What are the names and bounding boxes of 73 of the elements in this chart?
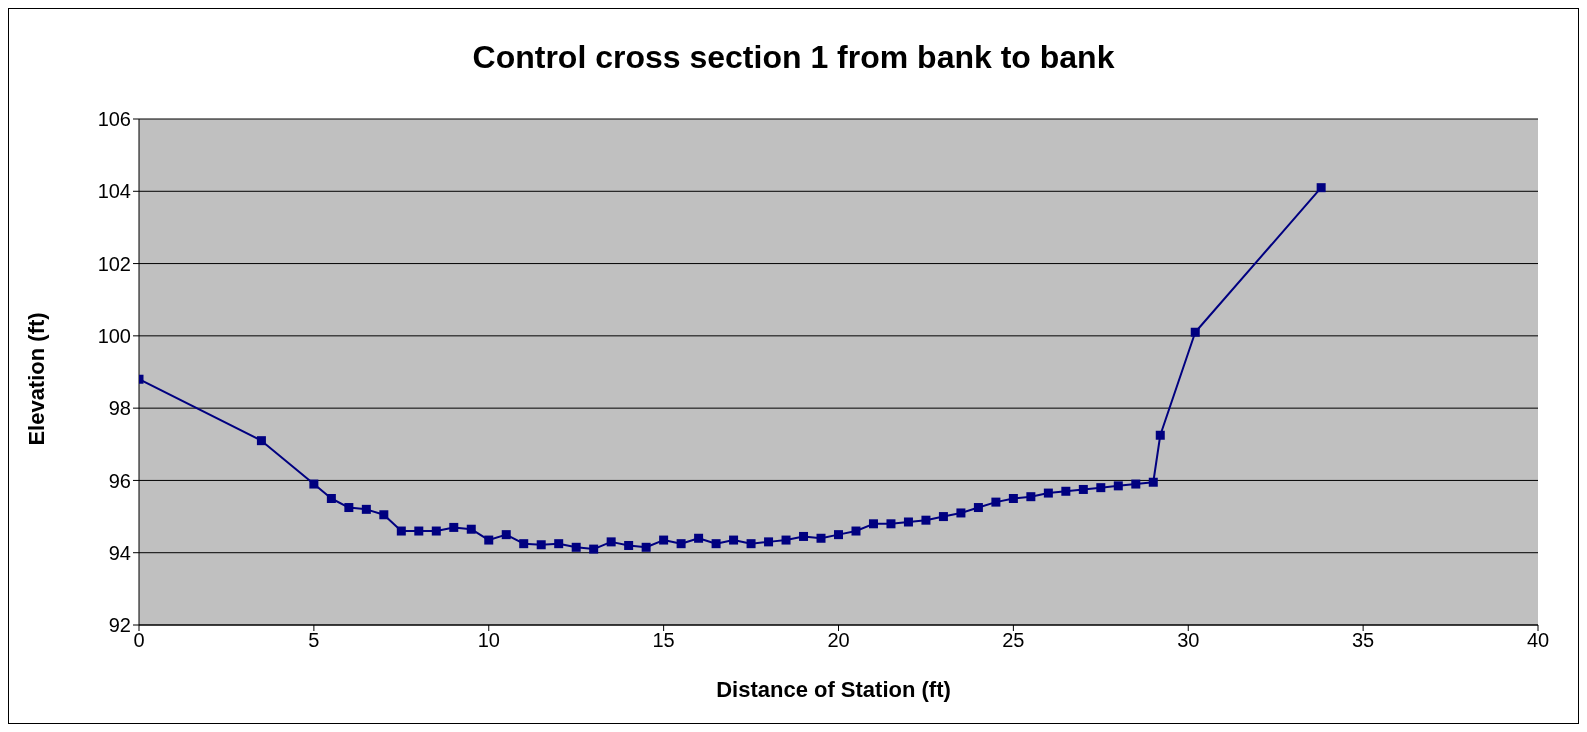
- point: [851, 526, 861, 536]
- x-tick-label: 15: [652, 629, 675, 652]
- point: [606, 537, 616, 547]
- point: [799, 531, 809, 541]
- point: [414, 526, 424, 536]
- point: [501, 530, 511, 540]
- y-tick-label: 104: [97, 180, 131, 203]
- point: [326, 494, 336, 503]
- point: [694, 533, 704, 543]
- x-tick-label: 20: [827, 629, 850, 652]
- point: [1008, 494, 1018, 503]
- y-tick-label: 94: [108, 541, 131, 564]
- point: [746, 539, 756, 549]
- point: [571, 542, 581, 552]
- point: [1061, 486, 1071, 496]
- x-tick-label: 25: [1002, 629, 1025, 652]
- y-tick-label: 96: [108, 469, 131, 492]
- point: [641, 542, 651, 552]
- point: [764, 537, 774, 547]
- point: [309, 479, 319, 489]
- point: [1078, 484, 1088, 494]
- x-tick-label: 30: [1177, 629, 1200, 652]
- point: [624, 540, 634, 550]
- point: [676, 539, 686, 549]
- point: [956, 508, 966, 518]
- point: [816, 533, 826, 543]
- chart-title: Control cross section 1 from bank to bank: [471, 39, 1116, 76]
- point: [536, 540, 546, 550]
- point: [1043, 488, 1053, 498]
- y-axis-title: Elevation (ft): [24, 312, 50, 446]
- point: [886, 519, 896, 529]
- point: [1155, 430, 1165, 440]
- point: [938, 512, 948, 522]
- point: [344, 503, 354, 513]
- point: [519, 539, 529, 549]
- x-tick-label: 40: [1526, 629, 1550, 652]
- point: [973, 503, 983, 513]
- point: [379, 510, 389, 520]
- point: [921, 515, 931, 525]
- point: [361, 504, 371, 514]
- point: [449, 522, 459, 532]
- point: [256, 436, 266, 446]
- point: [1026, 492, 1036, 502]
- point: [711, 539, 721, 549]
- point: [781, 535, 791, 545]
- point: [659, 535, 669, 545]
- point: [1316, 183, 1326, 193]
- y-tick-label: 100: [97, 324, 131, 347]
- point: [1131, 479, 1141, 489]
- point: [1190, 327, 1200, 337]
- point: [903, 517, 913, 527]
- y-tick-label: 98: [108, 397, 131, 420]
- point: [868, 519, 878, 529]
- point: [834, 530, 843, 540]
- x-tick-label: 10: [477, 629, 500, 652]
- point: [396, 526, 406, 536]
- y-tick-label: 102: [97, 252, 131, 275]
- point: [466, 524, 476, 534]
- y-tick-label: 92: [108, 614, 131, 637]
- x-tick-label: 0: [133, 629, 145, 652]
- point: [1148, 477, 1158, 487]
- y-tick-label: 106: [97, 108, 131, 131]
- point: [589, 544, 599, 554]
- x-tick-label: 35: [1352, 629, 1375, 652]
- point: [431, 526, 441, 536]
- point: [729, 535, 739, 545]
- point: [991, 497, 1001, 507]
- x-tick-label: 5: [308, 629, 320, 652]
- point: [1096, 483, 1106, 493]
- point: [1113, 481, 1123, 491]
- point: [484, 535, 494, 545]
- x-axis-title: Distance of Station (ft): [715, 677, 952, 703]
- point: [554, 539, 564, 549]
